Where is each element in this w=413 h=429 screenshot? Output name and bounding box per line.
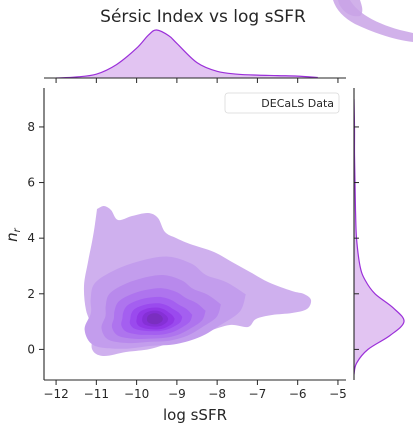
legend-swatch xyxy=(231,97,247,109)
legend-label: DECaLS Data xyxy=(261,97,334,110)
x-axis-ticks: −12 −11 −10 −9 −8 −7 −6 −5 xyxy=(43,78,347,401)
chart-title: Sérsic Index vs log sSFR xyxy=(100,7,306,27)
neighbor-panel-fragment-top xyxy=(338,0,363,17)
y-tick-label: 8 xyxy=(27,120,35,134)
x-axis-title: log sSFR xyxy=(163,406,227,424)
joint-kde-area xyxy=(83,205,312,357)
y-tick-label: 4 xyxy=(27,231,35,245)
marginal-y-line xyxy=(354,99,405,375)
x-tick-label: −9 xyxy=(168,387,186,401)
marginal-y-fill xyxy=(354,99,405,375)
x-tick-label: −5 xyxy=(329,387,347,401)
y-tick-label: 2 xyxy=(27,287,35,301)
y-axis-ticks: 0 2 4 6 8 xyxy=(27,120,359,356)
marginal-y-density xyxy=(354,99,405,375)
y-tick-label: 0 xyxy=(27,342,35,356)
marginal-x-line xyxy=(56,29,318,78)
x-tick-label: −6 xyxy=(289,387,307,401)
kde-contour-level-9 xyxy=(146,313,163,325)
x-tick-label: −7 xyxy=(249,387,267,401)
x-tick-label: −8 xyxy=(208,387,226,401)
axes-spines xyxy=(43,77,355,381)
x-tick-label: −11 xyxy=(84,387,109,401)
y-tick-label: 6 xyxy=(27,176,35,190)
legend: DECaLS Data xyxy=(224,92,340,114)
legend-frame xyxy=(224,92,340,114)
x-tick-label: −12 xyxy=(43,387,68,401)
x-tick-label: −10 xyxy=(124,387,149,401)
y-axis-title: nr xyxy=(3,227,23,242)
marginal-x-density xyxy=(56,29,318,78)
